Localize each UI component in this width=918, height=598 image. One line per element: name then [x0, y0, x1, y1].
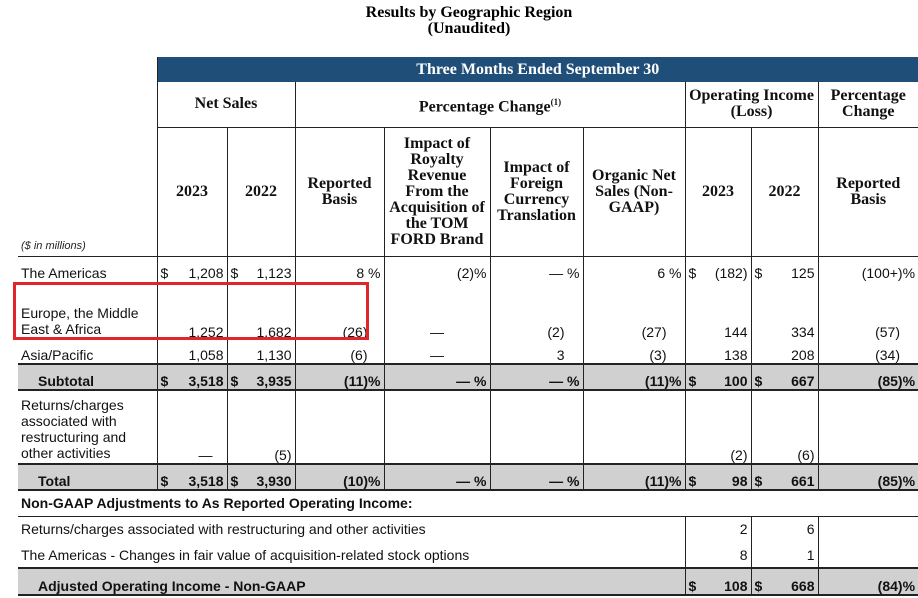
- col-ns-2023: 2023: [156, 126, 227, 256]
- row-label: Returns/charges associated with restruct…: [21, 397, 127, 461]
- row-label: Returns/charges associated with restruct…: [21, 521, 426, 538]
- col-reported-basis: Reported Basis: [294, 126, 384, 256]
- col-organic: Organic Net Sales (Non-GAAP): [582, 126, 685, 256]
- net-sales-header: Net Sales: [156, 82, 295, 127]
- subtotal-row: Subtotal $3,518 $3,935 (11)% — % — % (11…: [18, 363, 918, 391]
- table-row: Asia/Pacific 1,058 1,130 (6) — 3 (3) 138…: [18, 340, 918, 364]
- report-subtitle: (Unaudited): [427, 20, 511, 37]
- col-impact-royalty: Impact of Royalty Revenue From the Acqui…: [383, 126, 490, 256]
- units-note: ($ in millions): [21, 239, 86, 252]
- row-label: Total: [18, 463, 157, 491]
- period-band: Three Months Ended September 30: [156, 57, 918, 82]
- row-label: Asia/Pacific: [21, 347, 94, 363]
- col-oi-2023: 2023: [684, 126, 751, 256]
- table-row: The Americas - Changes in fair value of …: [18, 542, 918, 568]
- row-label: The Americas - Changes in fair value of …: [21, 546, 470, 563]
- adjusted-oi-row: Adjusted Operating Income - Non-GAAP $10…: [18, 567, 918, 596]
- col-reported-basis-right: Reported Basis: [817, 126, 918, 256]
- emea-highlight-box: [13, 282, 369, 340]
- row-label: Adjusted Operating Income - Non-GAAP: [18, 567, 685, 596]
- table-row: Returns/charges associated with restruct…: [18, 516, 918, 542]
- geographic-results-table: Three Months Ended September 30 Net Sale…: [18, 57, 918, 596]
- table-row: Europe, the Middle East & Africa 1,252 1…: [18, 281, 918, 340]
- total-row: Total $3,518 $3,930 (10)% — % — % (11)% …: [18, 463, 918, 491]
- row-label: Subtotal: [18, 363, 157, 391]
- pct-change-right-header: Percentage Change: [817, 82, 918, 127]
- table-row: The Americas $1,208 $1,123 8 % (2)% — % …: [18, 255, 918, 281]
- pct-change-header: Percentage Change(1): [294, 82, 685, 127]
- row-label: Europe, the Middle East & Africa: [21, 305, 139, 337]
- row-label: The Americas: [18, 255, 157, 281]
- op-income-header: Operating Income (Loss): [684, 82, 818, 127]
- nongaap-heading: Non-GAAP Adjustments to As Reported Oper…: [18, 490, 918, 517]
- report-title: Results by Geographic Region: [365, 4, 573, 21]
- col-impact-fx: Impact of Foreign Currency Translation: [489, 126, 583, 256]
- col-ns-2022: 2022: [226, 126, 295, 256]
- table-row: Returns/charges associated with restruct…: [18, 390, 918, 464]
- col-oi-2022: 2022: [750, 126, 818, 256]
